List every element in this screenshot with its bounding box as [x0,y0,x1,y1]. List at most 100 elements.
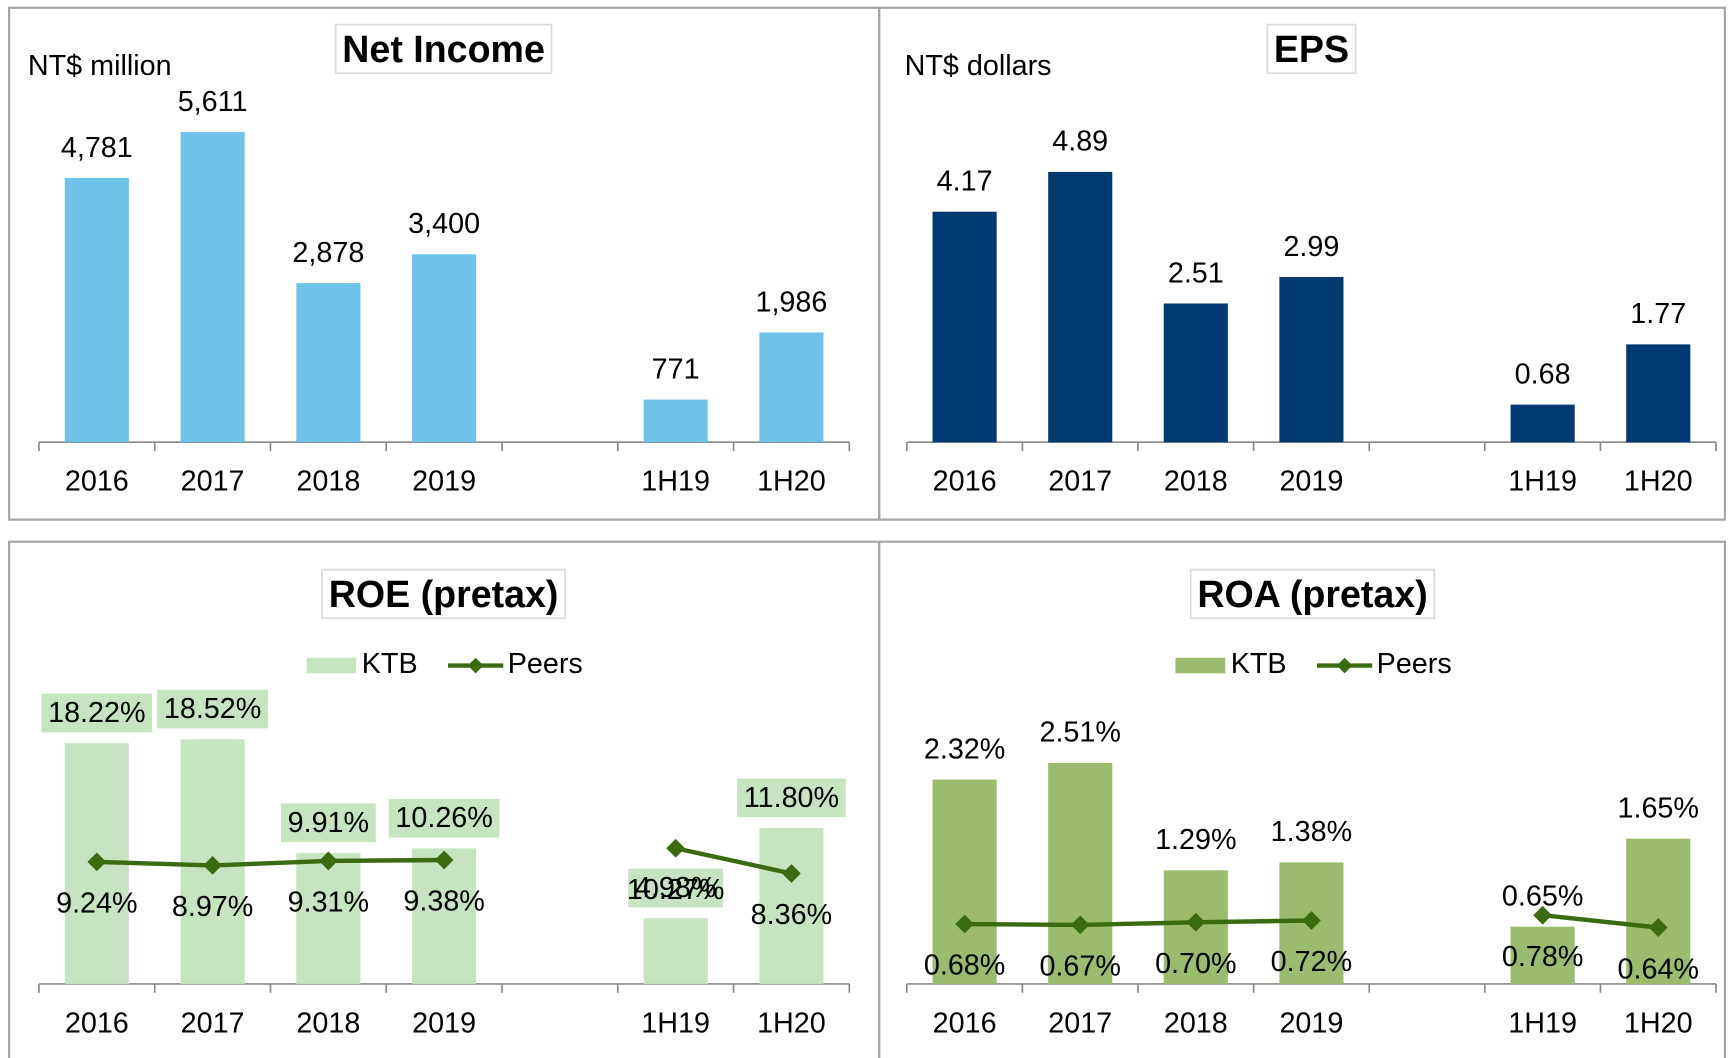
chart-title: ROA (pretax) [1197,573,1427,615]
legend-marker [1336,657,1353,674]
data-label: 10.27% [627,874,724,906]
bar [412,848,477,984]
legend-swatch [1175,657,1226,674]
bar [643,399,708,443]
x-tick-label: 2017 [1048,1007,1112,1039]
bar [1510,404,1575,443]
bar [759,332,824,443]
line-marker [1302,911,1321,930]
bar [412,254,477,443]
data-label: 771 [652,353,700,385]
data-label: 0.68 [1515,358,1571,390]
data-label: 1.29% [1155,824,1236,856]
data-label: 9.38% [403,886,484,918]
data-label: 3,400 [408,208,480,240]
bar [1626,344,1691,443]
bar [1048,171,1113,443]
bar [759,828,824,984]
data-label: 0.78% [1502,941,1583,973]
line-marker [318,851,338,871]
chart-title: Net Income [342,28,545,70]
line-marker [666,838,686,858]
legend-marker [467,657,484,674]
data-label: 2.51 [1168,257,1224,289]
bar [1510,926,1575,984]
data-label: 9.91% [288,807,369,839]
x-tick-label: 2018 [1164,466,1228,498]
x-tick-label: 2019 [412,466,476,498]
x-tick-label: 2019 [1279,466,1343,498]
x-tick-label: 1H19 [1508,466,1577,498]
data-label: 4.89 [1052,126,1108,158]
data-label: 18.52% [164,693,261,725]
data-label: 8.97% [172,891,253,923]
bar [932,779,997,984]
x-tick-label: 2017 [1048,466,1112,498]
x-tick-label: 2018 [1164,1007,1228,1039]
line [964,913,1659,930]
data-label: 1.38% [1271,816,1352,848]
chart-title: EPS [1274,28,1349,70]
data-label: 2,878 [292,237,364,269]
bar [64,177,129,443]
data-label: 1.65% [1618,792,1699,824]
label-box [157,689,268,729]
x-tick-label: 2016 [65,1007,129,1039]
bar [1626,838,1691,984]
x-tick-label: 1H19 [1508,1007,1577,1039]
data-label: 8.36% [751,899,832,931]
line-marker [1070,915,1090,935]
x-tick-label: 1H20 [757,466,826,498]
x-tick-label: 1H19 [641,466,710,498]
data-label: 5,611 [178,86,248,118]
data-label: 2.32% [924,733,1005,765]
data-label: 4.17 [937,166,993,198]
data-label: 1,986 [755,286,827,318]
label-box [388,798,500,838]
panel-border [878,6,1727,521]
title-box [1266,23,1357,75]
bar [643,918,708,984]
x-tick-label: 2018 [296,466,360,498]
x-tick-label: 2016 [933,1007,997,1039]
legend-label: Peers [508,648,583,680]
data-label: 1.77 [1630,298,1686,330]
x-tick-label: 1H19 [641,1007,710,1039]
data-label: 10.26% [395,802,492,834]
data-label: 0.68% [924,950,1005,982]
x-tick-label: 1H20 [757,1007,826,1039]
bar [296,853,361,984]
x-tick-label: 2019 [1279,1007,1343,1039]
label-box [628,868,724,908]
data-label: 0.72% [1271,946,1352,978]
x-tick-label: 2016 [933,466,997,498]
data-label: 2.51% [1039,717,1120,749]
x-tick-label: 2017 [181,1007,245,1039]
title-box [334,23,553,75]
data-label: 0.67% [1039,951,1120,983]
data-label: 11.80% [744,782,839,814]
x-tick-label: 1H20 [1624,466,1693,498]
data-label: 0.64% [1618,953,1699,985]
unit-label: NT$ dollars [905,50,1052,82]
line [96,846,792,876]
label-box [280,803,376,843]
legend-label: KTB [1231,648,1287,680]
panel-border [878,540,1727,1058]
data-label: 4.98% [635,872,716,904]
unit-label: NT$ million [28,50,172,82]
bar [1279,276,1344,443]
legend-swatch [306,657,357,674]
data-label: 4,781 [61,132,133,164]
data-label: 18.22% [48,697,145,729]
legend-label: Peers [1377,648,1452,680]
x-tick-label: 2019 [412,1007,476,1039]
bar [180,132,245,443]
x-tick-label: 2018 [296,1007,360,1039]
data-label: 0.70% [1155,948,1236,980]
label-box [737,778,846,818]
label-box [41,693,153,733]
data-label: 9.31% [288,887,369,919]
